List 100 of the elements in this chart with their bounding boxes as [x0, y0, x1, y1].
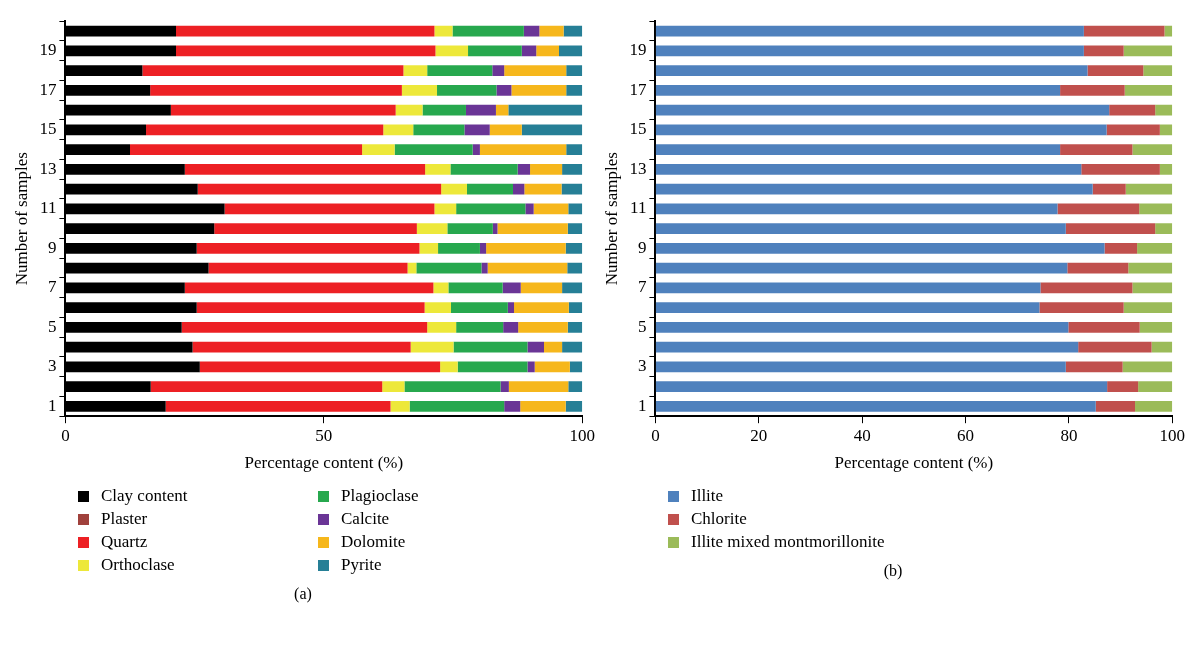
y-tick-label: 3 [637, 356, 647, 376]
bar [176, 45, 436, 57]
y-tick-label: 1 [637, 395, 647, 415]
y-tick-label: 15 [39, 119, 57, 139]
bar [568, 302, 583, 314]
bar [502, 282, 521, 294]
bar [130, 144, 363, 156]
x-tick-label: 60 [957, 425, 975, 445]
bar [567, 223, 583, 235]
bar [527, 341, 544, 353]
bar [1078, 341, 1152, 353]
bar [655, 400, 1096, 412]
bar [495, 104, 509, 116]
bar [1138, 381, 1173, 393]
bar [487, 262, 568, 274]
legend-label: Illite [691, 486, 724, 506]
bar [508, 104, 583, 116]
bar [1039, 302, 1124, 314]
bar [514, 302, 569, 314]
bar [150, 84, 402, 96]
bar [655, 262, 1068, 274]
bar [655, 45, 1084, 57]
bar [196, 242, 420, 254]
bar [1159, 124, 1173, 136]
bar [433, 282, 449, 294]
x-tick-label: 20 [750, 425, 768, 445]
bar [496, 84, 512, 96]
bar [507, 302, 515, 314]
bar [437, 84, 497, 96]
bar [533, 203, 569, 215]
bar [521, 45, 537, 57]
bar [416, 262, 482, 274]
bar [170, 104, 396, 116]
bar [199, 361, 441, 373]
bar [655, 302, 1040, 314]
bar [452, 25, 524, 37]
bar [413, 124, 465, 136]
bar [518, 321, 568, 333]
bar [520, 400, 566, 412]
x-tick-label: 80 [1060, 425, 1078, 445]
bar [1139, 203, 1173, 215]
bar [655, 25, 1084, 37]
bar [382, 381, 405, 393]
bar [655, 282, 1041, 294]
bar [508, 381, 569, 393]
legend-label: Calcite [341, 509, 390, 529]
bar [362, 144, 395, 156]
bar [655, 163, 1082, 175]
legend-label: Orthoclase [101, 555, 175, 575]
y-tick-label: 11 [630, 198, 647, 218]
bar [1057, 203, 1140, 215]
bar [1137, 242, 1173, 254]
y-tick-label: 9 [47, 237, 57, 257]
y-tick-label: 19 [629, 40, 647, 60]
bar [448, 282, 503, 294]
bar [1106, 124, 1160, 136]
bar [425, 163, 451, 175]
bar [1164, 25, 1173, 37]
bar [539, 25, 564, 37]
bar [450, 302, 508, 314]
bar [489, 124, 522, 136]
bar [184, 282, 434, 294]
y-tick-label: 3 [47, 356, 57, 376]
bar [544, 341, 563, 353]
bar [176, 25, 435, 37]
x-axis-title: Percentage content (%) [244, 453, 404, 473]
bar [562, 163, 583, 175]
bar [536, 45, 559, 57]
bar [150, 381, 383, 393]
bar [456, 321, 504, 333]
bar [1068, 321, 1140, 333]
bar [569, 361, 583, 373]
bar [655, 381, 1108, 393]
bar [441, 183, 467, 195]
bar [427, 65, 493, 77]
bar [468, 45, 522, 57]
bar [224, 203, 435, 215]
bar [1123, 302, 1173, 314]
bar [416, 223, 448, 235]
y-tick-label: 1 [47, 395, 57, 415]
bar [568, 203, 583, 215]
bar [562, 282, 583, 294]
bar [562, 341, 583, 353]
y-axis-title: Number of samples [11, 152, 31, 286]
bar [424, 302, 451, 314]
bar [511, 84, 567, 96]
y-tick-label: 17 [39, 79, 57, 99]
bar [440, 361, 458, 373]
bar [214, 223, 417, 235]
bar [1155, 104, 1173, 116]
bar [447, 223, 493, 235]
bar [409, 400, 505, 412]
bar [1065, 223, 1156, 235]
y-tick-label: 11 [40, 198, 57, 218]
bar [1060, 84, 1125, 96]
legend-label: Dolomite [341, 532, 406, 552]
bar [410, 341, 454, 353]
x-tick-label: 50 [315, 425, 333, 445]
bar [566, 65, 583, 77]
legend-label: Plagioclase [341, 486, 419, 506]
